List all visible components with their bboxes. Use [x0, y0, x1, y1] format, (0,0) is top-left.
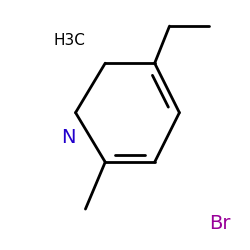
Text: N: N: [61, 128, 76, 147]
Text: Br: Br: [209, 214, 231, 234]
Text: H3C: H3C: [54, 34, 86, 48]
